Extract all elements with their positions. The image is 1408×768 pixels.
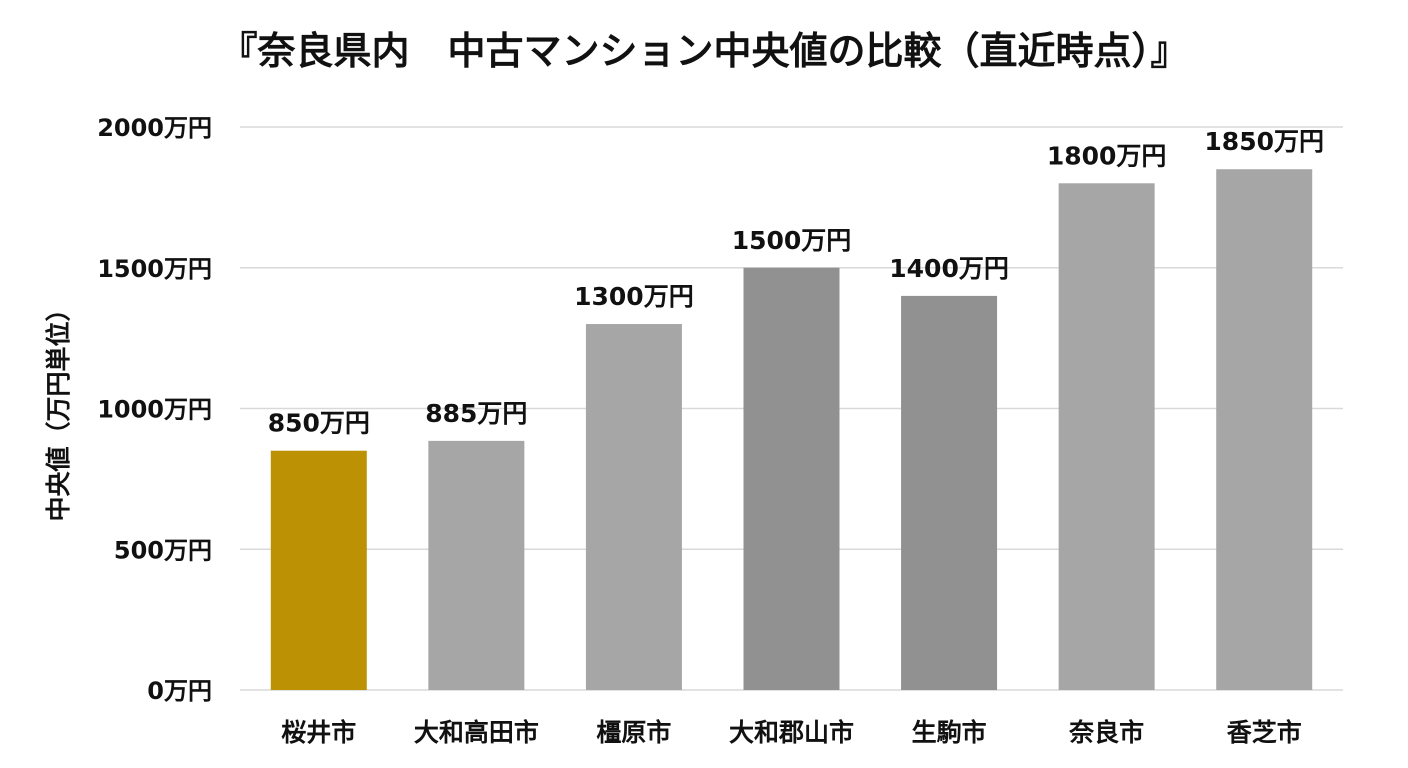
data-label: 1400万円 bbox=[889, 254, 1009, 283]
x-category-label: 桜井市 bbox=[281, 718, 356, 747]
data-label: 1500万円 bbox=[732, 226, 852, 255]
bar-6 bbox=[1216, 169, 1313, 691]
x-axis-categories: 桜井市 大和高田市 橿原市 大和郡山市 生駒市 奈良市 香芝市 bbox=[281, 718, 1301, 747]
bar-4 bbox=[901, 295, 998, 690]
bar-5 bbox=[1058, 183, 1155, 691]
y-tick-label: 2000万円 bbox=[97, 114, 212, 142]
y-tick-label: 1000万円 bbox=[97, 396, 212, 424]
y-axis-ticks: 0万円 500万円 1000万円 1500万円 2000万円 bbox=[97, 114, 212, 705]
data-label: 1300万円 bbox=[574, 282, 694, 311]
data-label: 1800万円 bbox=[1047, 141, 1167, 170]
x-category-label: 奈良市 bbox=[1068, 718, 1144, 747]
x-category-label: 大和高田市 bbox=[414, 718, 539, 747]
y-axis-label: 中央値（万円単位） bbox=[44, 296, 73, 521]
bar-2 bbox=[585, 324, 682, 690]
bar-3 bbox=[743, 267, 840, 690]
x-category-label: 大和郡山市 bbox=[729, 718, 854, 747]
chart-title: 『奈良県内 中古マンション中央値の比較（直近時点）』 bbox=[219, 29, 1188, 73]
y-tick-label: 500万円 bbox=[114, 536, 212, 564]
x-category-label: 香芝市 bbox=[1227, 718, 1302, 747]
x-category-label: 生駒市 bbox=[912, 718, 987, 747]
y-tick-label: 0万円 bbox=[147, 677, 212, 705]
data-label: 885万円 bbox=[425, 399, 527, 428]
y-tick-label: 1500万円 bbox=[97, 255, 212, 283]
x-category-label: 橿原市 bbox=[596, 718, 671, 747]
data-label: 1850万円 bbox=[1204, 127, 1324, 156]
bar-0 bbox=[270, 450, 367, 690]
data-labels: 850万円 885万円 1300万円 1500万円 1400万円 1800万円 1850万円 bbox=[268, 127, 1324, 438]
data-label: 850万円 bbox=[268, 409, 370, 438]
bar-1 bbox=[428, 440, 525, 690]
bars bbox=[270, 169, 1313, 691]
